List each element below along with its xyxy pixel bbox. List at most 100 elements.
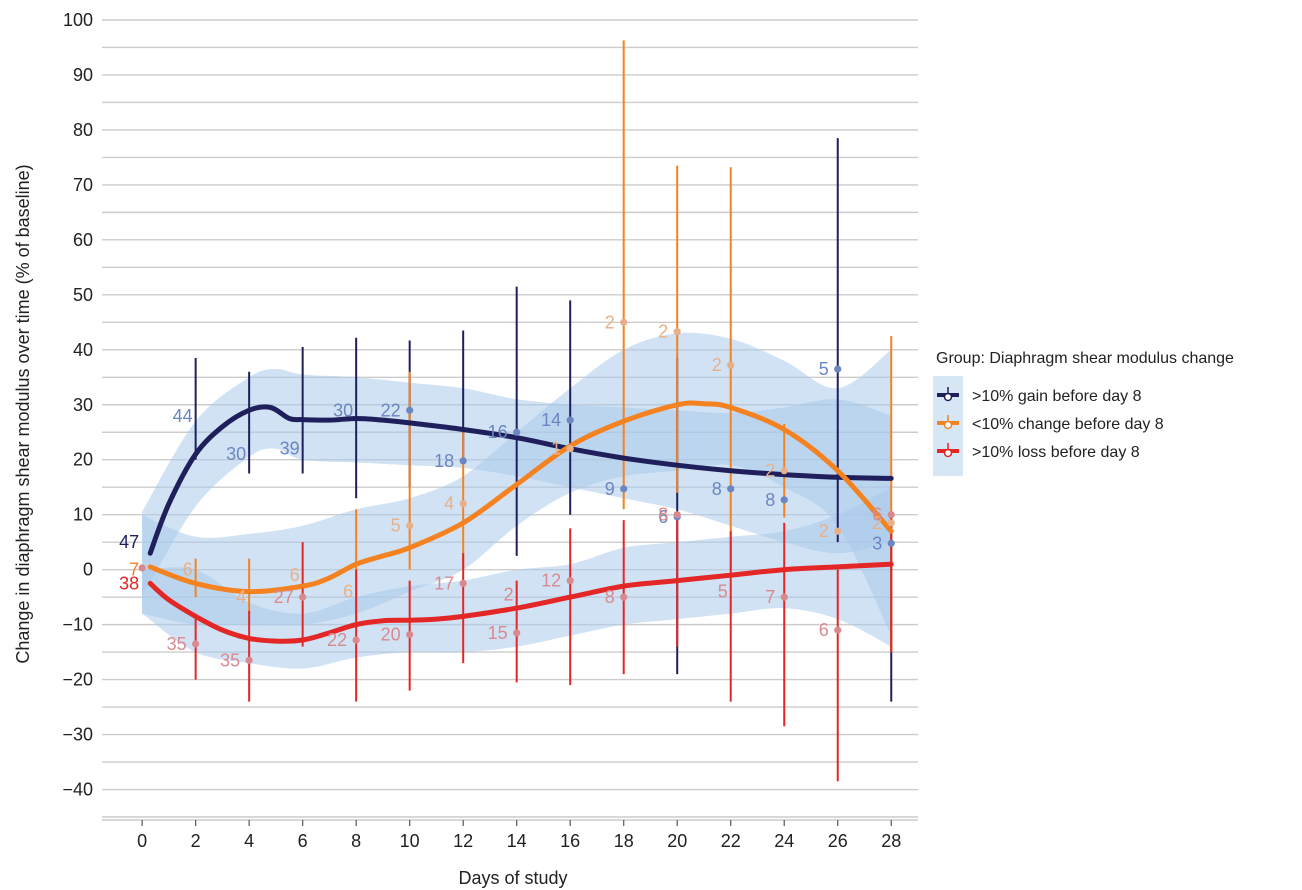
data-point (780, 593, 788, 601)
sample-size-label: 7 (765, 587, 775, 607)
x-tick-label: 8 (351, 831, 361, 851)
x-tick-label: 12 (453, 831, 473, 851)
series-line (147, 561, 894, 644)
data-point (352, 636, 360, 644)
data-points (138, 318, 895, 664)
sample-size-label: 9 (605, 479, 615, 499)
data-point (620, 318, 628, 326)
y-tick-label: −40 (62, 780, 93, 800)
data-point (834, 527, 842, 535)
sample-size-label: 39 (280, 439, 300, 459)
x-axis-title: Days of study (458, 868, 567, 888)
sample-size-label: 6 (872, 505, 882, 525)
data-point (513, 428, 521, 436)
sample-size-label: 2 (504, 584, 514, 604)
data-point (834, 626, 842, 634)
sample-size-label: 35 (220, 650, 240, 670)
y-tick-label: 50 (73, 285, 93, 305)
y-tick-label: 40 (73, 340, 93, 360)
data-point (566, 445, 574, 453)
sample-size-label: 30 (333, 400, 353, 420)
x-tick-label: 22 (721, 831, 741, 851)
data-point (566, 416, 574, 424)
data-point (620, 593, 628, 601)
sample-size-label: 5 (819, 359, 829, 379)
sample-size-label: 15 (488, 623, 508, 643)
sample-size-label: 5 (391, 516, 401, 536)
data-point (192, 640, 200, 648)
y-tick-label: 60 (73, 230, 93, 250)
legend-key-point (943, 392, 953, 402)
data-point (727, 361, 735, 369)
data-point (887, 519, 895, 527)
y-tick-label: 0 (83, 560, 93, 580)
sample-size-label: 38 (119, 573, 139, 593)
sample-size-label: 2 (819, 521, 829, 541)
sample-size-label: 6 (343, 582, 353, 602)
sample-size-label: 8 (605, 587, 615, 607)
x-tick-label: 10 (400, 831, 420, 851)
x-tick-label: 14 (507, 831, 527, 851)
data-point (780, 496, 788, 504)
legend-label: >10% loss before day 8 (972, 444, 1140, 461)
x-tick-label: 16 (560, 831, 580, 851)
legend-key-point (943, 448, 953, 458)
x-tick-label: 24 (774, 831, 794, 851)
sample-size-label: 6 (183, 560, 193, 580)
confidence-band (142, 487, 892, 669)
y-tick-label: 70 (73, 175, 93, 195)
sample-size-label: 1 (551, 439, 561, 459)
smoothed-lines (147, 400, 894, 644)
data-point (887, 511, 895, 519)
data-point (834, 365, 842, 373)
sample-size-label: 4 (444, 494, 454, 514)
x-tick-label: 26 (828, 831, 848, 851)
y-tick-label: −30 (62, 725, 93, 745)
sample-size-label: 8 (712, 479, 722, 499)
legend: Group: Diaphragm shear modulus change >1… (933, 350, 1234, 476)
sample-size-label: 22 (381, 400, 401, 420)
data-point (406, 522, 414, 530)
sample-size-label: 6 (290, 565, 300, 585)
data-point (299, 593, 307, 601)
data-point (620, 485, 628, 493)
sample-size-label: 12 (541, 571, 561, 591)
data-point (566, 577, 574, 585)
y-tick-label: 10 (73, 505, 93, 525)
x-tick-label: 6 (298, 831, 308, 851)
data-point (406, 406, 414, 414)
sample-size-label: 6 (819, 620, 829, 640)
series-line (147, 404, 894, 556)
y-tick-label: 80 (73, 120, 93, 140)
sample-size-label: 5 (718, 582, 728, 602)
sample-size-label: 17 (434, 573, 454, 593)
legend-label: <10% change before day 8 (972, 416, 1164, 433)
x-tick-label: 20 (667, 831, 687, 851)
sample-size-label: 30 (226, 444, 246, 464)
sample-size-label: 2 (605, 312, 615, 332)
y-tick-label: 30 (73, 395, 93, 415)
sample-size-label: 7 (129, 560, 139, 580)
data-point (513, 629, 521, 637)
sample-size-label: 8 (765, 490, 775, 510)
sample-size-label: 44 (173, 406, 193, 426)
x-tick-label: 28 (881, 831, 901, 851)
sample-size-label: 47 (119, 532, 139, 552)
y-tick-label: −20 (62, 670, 93, 690)
data-point (459, 457, 467, 465)
sample-size-label: 2 (658, 322, 668, 342)
sample-size-label: 35 (167, 634, 187, 654)
legend-title: Group: Diaphragm shear modulus change (936, 350, 1234, 367)
series-line (147, 400, 894, 595)
x-tick-label: 4 (244, 831, 254, 851)
data-point (887, 539, 895, 547)
y-tick-label: 100 (63, 10, 93, 30)
x-tick-label: 0 (137, 831, 147, 851)
data-point (245, 656, 253, 664)
sample-size-label: 22 (327, 630, 347, 650)
data-point (459, 579, 467, 587)
data-point (138, 564, 146, 572)
